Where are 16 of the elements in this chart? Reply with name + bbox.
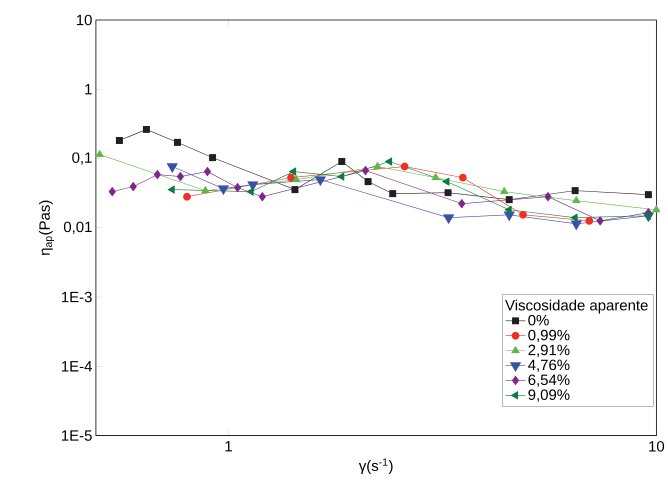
y-tick-label: 10 <box>76 14 92 26</box>
legend-label: 0% <box>528 315 549 326</box>
y-tick-label: 0,01 <box>64 222 92 234</box>
y-tick-label: 1E-3 <box>62 292 92 303</box>
x-axis-title: γ(s$^{-1}$) <box>358 458 393 474</box>
y-tick-label: 1E-4 <box>62 361 92 372</box>
legend-label: 9,09% <box>528 390 570 402</box>
legend-label: 2,91% <box>528 344 570 358</box>
y-tick-label: 0,1 <box>72 152 92 165</box>
legend-label: 6,54% <box>528 374 570 388</box>
y-tick-label: 1E-5 <box>62 430 92 442</box>
y-tick-label: 1 <box>85 84 92 95</box>
legend-label: 4,76% <box>528 360 570 372</box>
legend-label: 0,99% <box>528 330 570 342</box>
legend-title: Viscosidade aparente <box>505 300 648 314</box>
y-axis-title: η$_{ap}$(Pas) <box>38 200 54 256</box>
